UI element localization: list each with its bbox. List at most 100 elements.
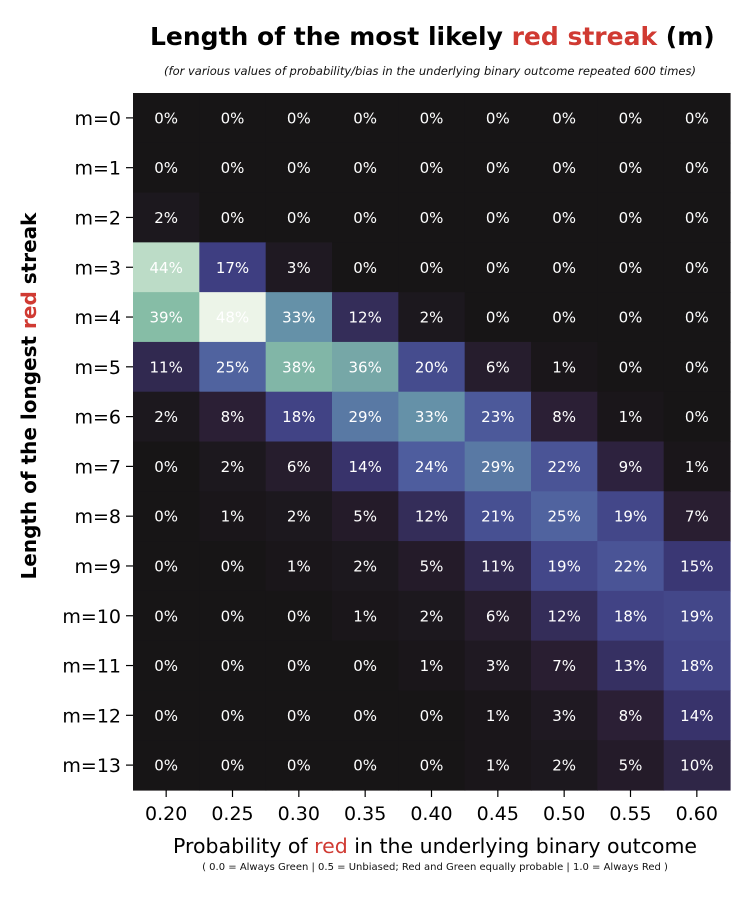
heatmap-cell (663, 341, 731, 393)
cell-value-label: 0% (486, 159, 510, 177)
heatmap-cell (199, 491, 267, 542)
x-tick-label: 0.35 (344, 803, 386, 825)
heatmap-cell (199, 142, 267, 194)
heatmap-cell (133, 242, 200, 293)
cell-value-label: 48% (216, 309, 249, 327)
cell-value-label: 36% (348, 358, 381, 376)
heatmap-cell (464, 541, 532, 592)
heatmap-cell (531, 341, 598, 393)
heatmap-cell (133, 441, 200, 492)
heatmap-cell (265, 93, 333, 144)
x-tick-label: 0.25 (211, 803, 253, 825)
heatmap-cell (531, 93, 598, 144)
heatmap-cell (332, 391, 399, 443)
cell-value-label: 0% (486, 259, 510, 277)
heatmap-cell (464, 142, 532, 194)
cell-value-label: 17% (216, 259, 249, 277)
y-tick-label: m=4 (74, 307, 121, 329)
heatmap-cell (398, 491, 466, 542)
chart-title: Length of the most likely red streak (m) (150, 22, 715, 51)
cell-value-label: 1% (619, 408, 643, 426)
cell-value-label: 0% (552, 159, 576, 177)
heatmap-cell (663, 93, 731, 144)
cell-value-label: 29% (481, 458, 514, 476)
heatmap-cell (398, 242, 466, 293)
heatmap-cell (199, 590, 267, 642)
x-axis-note: ( 0.0 = Always Green | 0.5 = Unbiased; R… (202, 862, 668, 873)
cell-value-label: 14% (680, 707, 713, 725)
heatmap-cell (133, 391, 200, 443)
cell-value-label: 11% (481, 557, 514, 575)
cell-value-label: 0% (619, 159, 643, 177)
cell-value-label: 7% (685, 508, 709, 526)
y-tick-label: m=12 (62, 705, 121, 727)
heatmap-cell (597, 341, 665, 393)
heatmap-cell (531, 192, 598, 243)
heatmap-cell (597, 292, 665, 343)
heatmap-cell (199, 341, 267, 393)
heatmap-cell (265, 242, 333, 293)
cell-value-label: 0% (486, 109, 510, 127)
heatmap-cell (265, 541, 333, 592)
heatmap-cell (531, 441, 598, 492)
cell-value-label: 21% (481, 508, 514, 526)
x-tick-label: 0.45 (477, 803, 519, 825)
cell-value-label: 0% (154, 757, 178, 775)
heatmap-cell (663, 590, 731, 642)
cell-value-label: 0% (154, 607, 178, 625)
cell-value-label: 0% (353, 209, 377, 227)
cell-value-label: 0% (353, 109, 377, 127)
cell-value-label: 6% (486, 607, 510, 625)
cell-value-label: 8% (552, 408, 576, 426)
heatmap-cell (398, 391, 466, 443)
heatmap-cell (663, 640, 731, 692)
y-tick-label: m=1 (74, 158, 121, 180)
heatmap-cell (663, 142, 731, 194)
cell-value-label: 19% (547, 557, 580, 575)
cell-value-label: 0% (619, 309, 643, 327)
cell-value-label: 7% (552, 657, 576, 675)
heatmap-cell (531, 541, 598, 592)
x-tick-label: 0.50 (543, 803, 585, 825)
heatmap-cell (133, 93, 200, 144)
heatmap-cell (265, 192, 333, 243)
heatmap-cell (332, 740, 399, 791)
cell-value-label: 1% (420, 657, 444, 675)
heatmap-cell (464, 441, 532, 492)
cell-value-label: 2% (221, 458, 245, 476)
heatmap-cell (398, 441, 466, 492)
cell-value-label: 0% (685, 259, 709, 277)
cell-value-label: 0% (685, 408, 709, 426)
y-tick-label: m=5 (74, 357, 121, 379)
heatmap-cell (597, 142, 665, 194)
heatmap-cell (133, 590, 200, 642)
heatmap-cell (398, 590, 466, 642)
heatmap-cell (531, 740, 598, 791)
cell-value-label: 0% (685, 159, 709, 177)
heatmap-cell (199, 740, 267, 791)
cell-value-label: 0% (287, 159, 311, 177)
cell-value-label: 0% (420, 707, 444, 725)
heatmap-cell (398, 142, 466, 194)
cell-value-label: 0% (420, 757, 444, 775)
heatmap-cell (265, 590, 333, 642)
cell-value-label: 0% (154, 159, 178, 177)
cell-value-label: 0% (154, 109, 178, 127)
heatmap-cell (597, 192, 665, 243)
cell-value-label: 29% (348, 408, 381, 426)
heatmap-cell (398, 341, 466, 393)
cell-value-label: 2% (353, 557, 377, 575)
heatmap-cell (464, 93, 532, 144)
cell-value-label: 5% (353, 508, 377, 526)
y-tick-label: m=13 (62, 755, 121, 777)
heatmap-cell (332, 491, 399, 542)
heatmap-cell (265, 740, 333, 791)
cell-value-label: 0% (619, 209, 643, 227)
cell-value-label: 1% (287, 557, 311, 575)
cell-value-label: 0% (420, 209, 444, 227)
heatmap-cell (332, 341, 399, 393)
heatmap-cell (597, 740, 665, 791)
cell-value-label: 0% (154, 707, 178, 725)
heatmap-cell (663, 192, 731, 243)
cell-value-label: 11% (149, 358, 182, 376)
